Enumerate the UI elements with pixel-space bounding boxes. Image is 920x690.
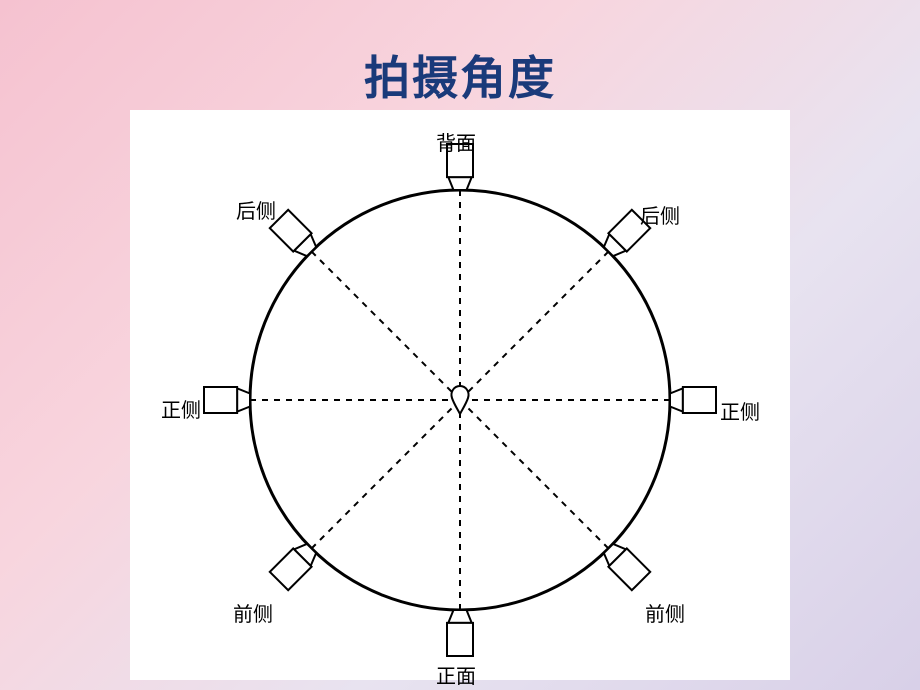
camera-label: 背面	[436, 127, 476, 156]
camera-label: 前侧	[645, 598, 685, 627]
camera-label: 后侧	[236, 195, 276, 224]
diagram-container: 背面后侧后侧正侧正侧前侧前侧正面	[130, 110, 790, 680]
camera-label: 前侧	[233, 598, 273, 627]
camera-label: 正面	[436, 660, 476, 689]
camera-icon	[447, 610, 473, 656]
camera-label: 正侧	[161, 394, 201, 423]
camera-icon	[670, 387, 716, 413]
camera-icon	[204, 387, 250, 413]
camera-angle-diagram	[130, 110, 790, 680]
camera-label: 后侧	[640, 200, 680, 229]
page-title: 拍摄角度	[0, 0, 920, 108]
camera-label: 正侧	[720, 396, 760, 425]
